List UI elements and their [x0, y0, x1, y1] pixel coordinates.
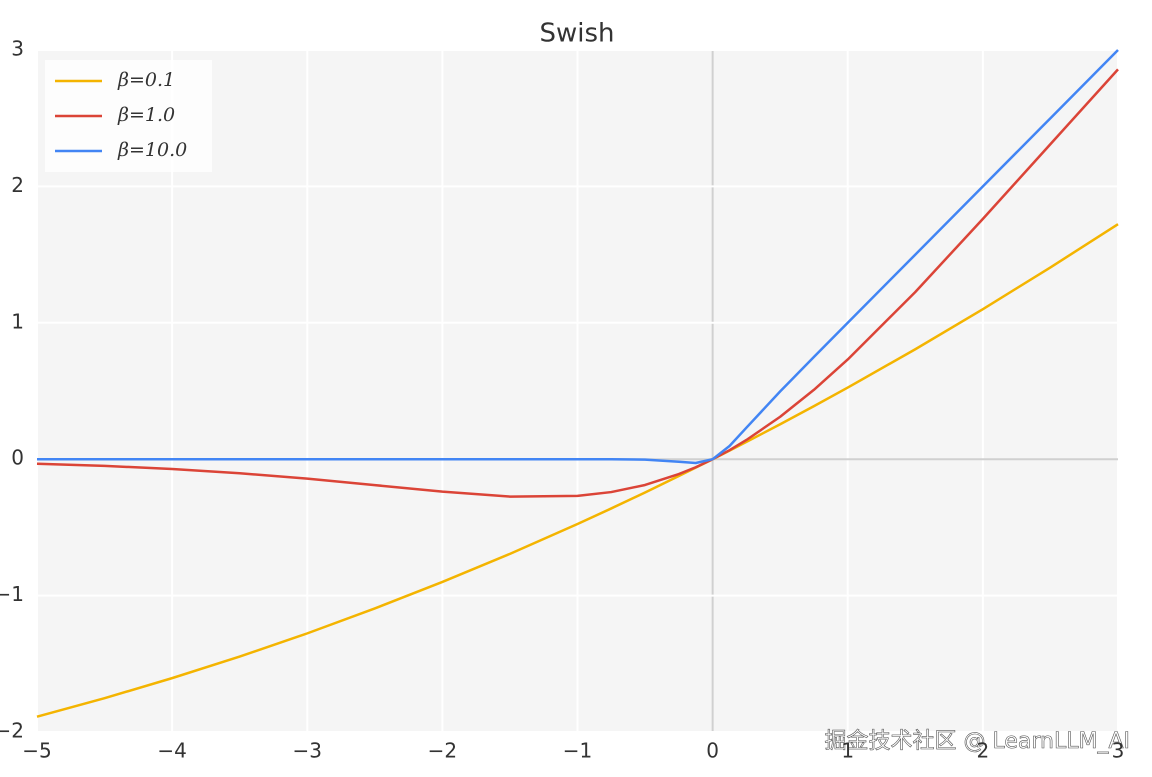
y-tick-label: −1	[0, 582, 24, 606]
x-tick-label: −1	[563, 739, 592, 763]
x-tick-label: −5	[22, 739, 51, 763]
x-tick-label: −3	[293, 739, 322, 763]
x-tick-label: 1	[841, 739, 854, 763]
grid	[36, 49, 1119, 733]
y-tick-label: 1	[11, 309, 24, 333]
legend-label: β=1.0	[117, 104, 175, 126]
x-tick-label: 0	[706, 739, 719, 763]
legend-label: β=0.1	[117, 69, 175, 91]
chart-title: Swish	[539, 19, 614, 49]
x-tick-label: 2	[977, 739, 990, 763]
series-line	[36, 223, 1119, 718]
watermark: 掘金技术社区 @ LearnLLM_AI	[824, 729, 1130, 754]
y-tick-label: −2	[0, 719, 24, 743]
legend-label: β=10.0	[117, 139, 187, 161]
y-tick-label: 0	[11, 446, 24, 470]
series-line	[37, 49, 1119, 465]
series-line	[36, 68, 1119, 498]
y-tick-label: 3	[11, 37, 24, 61]
x-tick-label: −2	[428, 739, 457, 763]
lines	[36, 49, 1119, 718]
legend: β=0.1 β=1.0 β=10.0	[45, 60, 212, 172]
x-tick-label: −4	[157, 739, 186, 763]
y-tick-label: 2	[11, 173, 24, 197]
x-tick-label: 3	[1112, 739, 1125, 763]
